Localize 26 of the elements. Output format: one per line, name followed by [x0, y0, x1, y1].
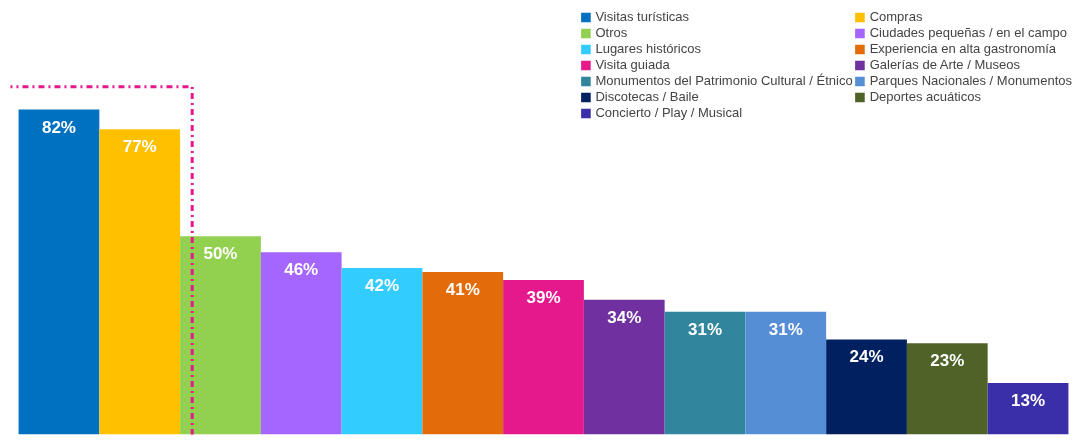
legend-label: Concierto / Play / Musical: [595, 105, 743, 120]
legend-label: Visita guiada: [595, 57, 670, 72]
data-label: 77%: [122, 137, 157, 157]
legend-label: Experiencia en alta gastronomía: [869, 41, 1057, 56]
data-label: 50%: [203, 244, 238, 264]
data-label: 41%: [445, 280, 480, 299]
legend-label: Compras: [869, 9, 923, 24]
data-label: 23%: [930, 351, 965, 371]
data-label: 42%: [364, 276, 399, 296]
legend-label: Otros: [595, 25, 628, 40]
legend-label: Deportes acuáticos: [869, 89, 981, 104]
legend-label: Monumentos del Patrimonio Cultural / Étnico: [595, 73, 853, 88]
legend-label: Visitas turísticas: [595, 9, 690, 24]
data-label: 46%: [284, 260, 319, 280]
data-label: 34%: [607, 307, 642, 327]
legend-label: Ciudades pequeñas / en el campo: [869, 25, 1067, 40]
legend-label: Galerías de Arte / Museos: [869, 57, 1020, 72]
data-label: 39%: [526, 287, 561, 307]
legend-label: Parques Nacionales / Monumentos: [869, 73, 1072, 88]
data-label: 13%: [1011, 390, 1046, 410]
data-label: 82%: [41, 117, 76, 137]
legend-label: Discotecas / Baile: [595, 89, 699, 104]
data-label: 31%: [768, 319, 803, 339]
data-label: 31%: [688, 319, 723, 339]
legend-label: Lugares históricos: [595, 41, 701, 56]
data-label: 24%: [849, 347, 884, 367]
